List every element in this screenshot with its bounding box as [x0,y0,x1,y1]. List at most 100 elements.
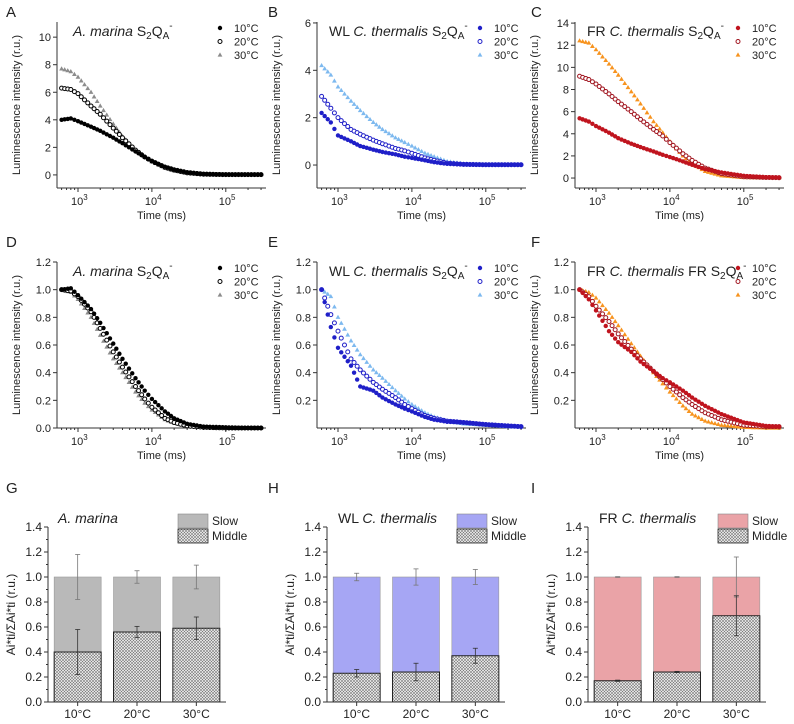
panel-letter: D [6,234,17,251]
data-point-interp [722,422,728,428]
data-point-interp [712,408,718,414]
data-point-interp [220,425,225,430]
data-point [119,364,125,370]
data-point-interp [706,419,711,424]
x-axis-label: Time (ms) [655,210,704,222]
data-point-interp [399,393,405,398]
data-point [651,119,656,124]
data-point-interp [635,97,640,102]
data-point-interp [101,325,106,331]
bar-middle [113,631,161,703]
data-point [483,422,488,427]
title-q: Q [447,23,458,39]
data-point-interp [361,355,366,361]
data-point-interp [670,382,676,387]
data-point [348,356,354,362]
data-point-interp [194,423,200,428]
data-point-interp [451,419,456,425]
data-point-interp [657,373,662,379]
data-point-interp [622,104,628,110]
x-tick-base: 10 [663,436,675,448]
data-point-interp [252,172,257,177]
data-point-interp [91,106,97,112]
panel-letter: G [6,480,18,497]
data-point-interp [609,323,615,329]
x-tick-base: 10 [479,196,491,208]
data-point [245,425,251,431]
data-point-interp [82,82,87,87]
data-point-interp [399,138,405,143]
bar-middle [653,671,701,703]
x-tick-base: 10 [405,196,417,208]
data-point-interp [686,393,692,398]
data-point-interp [583,39,589,44]
data-point-interp [351,101,357,106]
data-point-interp [612,336,618,341]
x-tick-label: 103 [71,193,88,208]
panel-title: A. marina [57,510,118,526]
data-point-interp [104,132,109,137]
data-point-interp [194,170,200,176]
x-axis-label: Time (ms) [397,450,446,462]
data-point [461,420,466,425]
data-point-interp [696,415,702,420]
data-point-interp [458,162,463,167]
bar-middle [593,680,642,703]
data-point-interp [390,400,395,405]
data-point-interp [342,91,347,96]
title-q: Q [152,23,163,39]
x-tick-label: 105 [737,433,754,448]
data-point-interp [91,311,97,316]
x-axis-label: Time (ms) [137,210,186,222]
data-point-interp [386,381,392,387]
x-tick-label: 103 [589,433,606,448]
series-30°C [319,62,524,167]
data-point-interp [715,421,721,427]
data-point-interp [339,350,344,355]
data-point [110,356,116,361]
data-point [593,295,599,300]
data-point-interp [332,304,337,309]
data-point-interp [338,335,344,341]
data-point-interp [664,153,669,159]
data-point-interp [113,360,119,366]
data-point [133,376,138,381]
data-point-interp [126,145,132,150]
legend-label: 20°C [494,37,519,49]
data-point-interp [85,85,91,91]
data-point-interp [625,336,631,341]
data-point [393,388,398,393]
data-point-interp [632,352,637,358]
legend-marker [217,39,223,44]
x-axis-label: Time (ms) [655,450,704,462]
data-point-interp [207,424,213,430]
x-tick-exp: 4 [675,193,680,202]
y-tick-label: 0.4 [25,645,42,659]
data-point-interp [331,320,337,326]
y-tick-label: 1.0 [554,285,569,297]
y-tick-label: 4 [563,129,569,141]
data-point [660,133,666,139]
data-point-interp [441,161,447,166]
data-point-interp [696,399,701,404]
data-point [119,135,125,141]
data-point-interp [139,384,144,389]
data-point [370,119,376,125]
data-point-interp [583,293,588,299]
data-point-interp [670,142,676,148]
y-tick-label: 10 [39,32,51,44]
data-point [348,363,354,368]
data-point-interp [107,133,113,139]
x-tick-label: 20°C [403,707,430,719]
data-point-interp [130,371,135,376]
data-point-interp [229,172,235,177]
data-point [201,424,206,429]
data-point-interp [589,79,595,85]
title-s: S [688,23,697,39]
title-species: C. thermalis [353,263,428,279]
title-s-sub: 2 [441,31,447,42]
data-point-interp [673,145,679,151]
legend-marker [735,52,741,57]
